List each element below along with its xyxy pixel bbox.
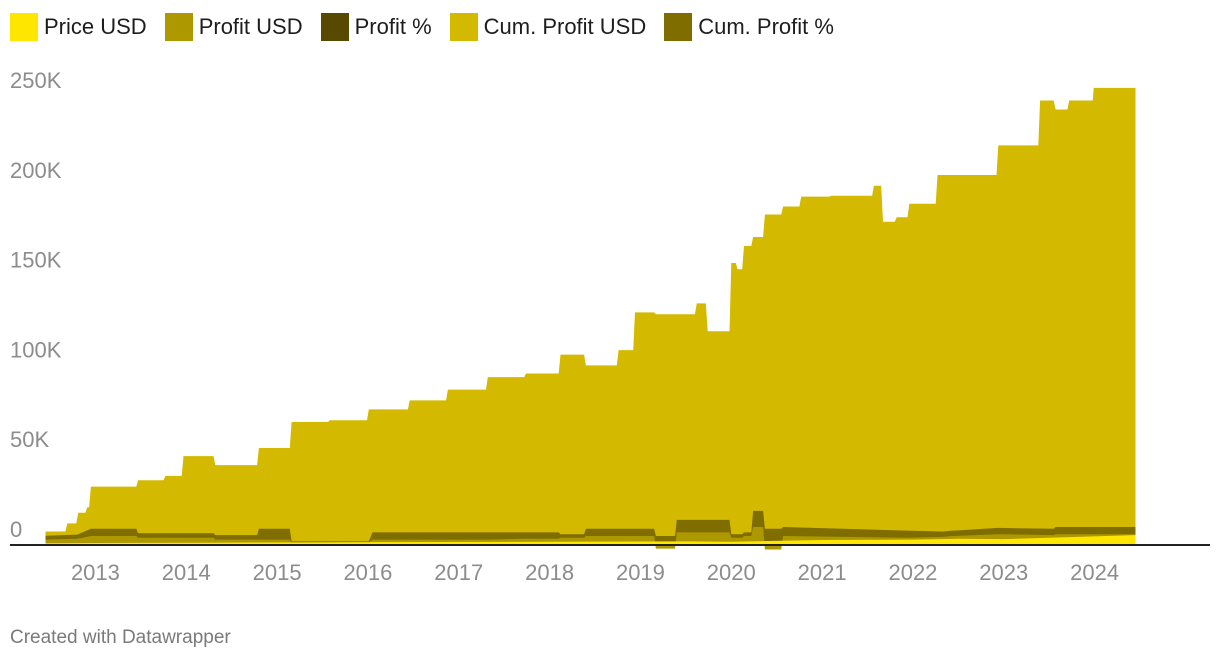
x-tick-label: 2021 bbox=[798, 560, 847, 585]
x-tick-label: 2016 bbox=[343, 560, 392, 585]
attribution-footer: Created with Datawrapper bbox=[10, 627, 231, 648]
y-tick-label: 250K bbox=[10, 68, 62, 93]
y-tick-label: 100K bbox=[10, 337, 62, 362]
legend-swatch bbox=[449, 13, 478, 41]
legend-item[interactable]: Cum. Profit USD bbox=[449, 13, 647, 41]
legend-item[interactable]: Profit USD bbox=[164, 13, 303, 41]
legend-swatch bbox=[164, 13, 193, 41]
chart-legend: Price USD Profit USD Profit % Cum. Profit U… bbox=[10, 13, 852, 41]
legend-label: Profit % bbox=[354, 14, 432, 39]
x-tick-label: 2018 bbox=[525, 560, 574, 585]
x-tick-label: 2014 bbox=[162, 560, 211, 585]
x-tick-label: 2019 bbox=[616, 560, 665, 585]
x-tick-label: 2022 bbox=[888, 560, 937, 585]
x-tick-label: 2013 bbox=[71, 560, 120, 585]
series-area-cum-profit-usd bbox=[45, 87, 1136, 546]
legend-label: Price USD bbox=[44, 14, 147, 39]
legend-item[interactable]: Cum. Profit % bbox=[664, 13, 834, 41]
y-tick-label: 0 bbox=[10, 517, 22, 542]
legend-swatch bbox=[10, 13, 38, 41]
y-tick-label: 50K bbox=[10, 427, 49, 452]
legend-item[interactable]: Price USD bbox=[10, 13, 147, 41]
legend-label: Cum. Profit USD bbox=[483, 14, 647, 39]
legend-swatch bbox=[320, 13, 349, 41]
x-tick-label: 2020 bbox=[707, 560, 756, 585]
legend-item[interactable]: Profit % bbox=[320, 13, 432, 41]
legend-label: Cum. Profit % bbox=[698, 14, 834, 39]
x-tick-label: 2023 bbox=[979, 560, 1028, 585]
x-tick-label: 2015 bbox=[253, 560, 302, 585]
y-tick-label: 150K bbox=[10, 248, 62, 273]
series-area-price-usd bbox=[45, 535, 1136, 545]
x-tick-label: 2017 bbox=[434, 560, 483, 585]
x-tick-label: 2024 bbox=[1070, 560, 1119, 585]
y-tick-label: 200K bbox=[10, 158, 62, 183]
legend-label: Profit USD bbox=[198, 14, 303, 39]
legend-swatch bbox=[664, 13, 693, 41]
series-area-cum-profit bbox=[45, 510, 1136, 545]
